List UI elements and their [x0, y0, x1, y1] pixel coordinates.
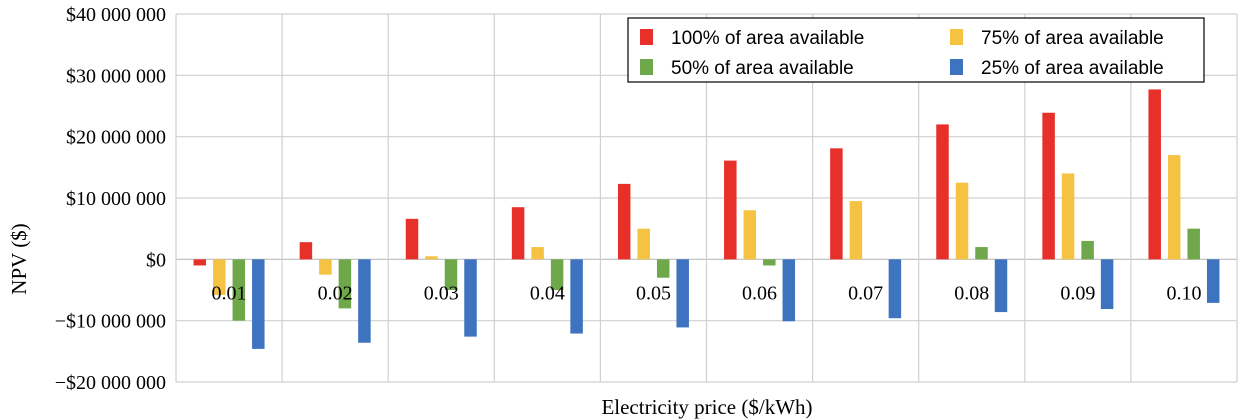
bar-series-0-cat-2 — [405, 218, 419, 260]
bar-series-3-cat-5 — [782, 259, 796, 322]
bar-series-3-cat-6 — [888, 259, 902, 319]
bar-series-0-cat-1 — [299, 242, 313, 260]
bar-series-0-cat-4 — [617, 183, 631, 260]
bar-series-0-cat-8 — [1042, 112, 1055, 260]
bar-series-0-cat-9 — [1148, 89, 1161, 260]
x-tick-label: 0.08 — [954, 282, 989, 304]
bar-series-1-cat-7 — [955, 182, 969, 260]
bar-series-0-cat-7 — [936, 124, 949, 260]
bar-series-3-cat-0 — [252, 259, 265, 349]
x-tick-label: 0.05 — [636, 282, 671, 304]
legend-label-0: 100% of area available — [671, 28, 864, 49]
bar-series-1-cat-1 — [319, 259, 332, 275]
bar-series-1-cat-6 — [849, 201, 863, 260]
y-tick-label: $0 — [146, 249, 166, 271]
gridlines — [175, 13, 1238, 383]
bar-series-0-cat-3 — [511, 207, 525, 260]
x-tick-labels: 0.01 0.02 0.03 0.04 0.05 0.06 0.07 0.08 0.09 0.10 — [212, 282, 1202, 304]
legend: 100% of area available 75% of area availa… — [627, 17, 1205, 83]
bar-series-1-cat-8 — [1061, 173, 1075, 260]
bar-series-2-cat-2 — [444, 259, 458, 290]
bar-series-3-cat-2 — [464, 259, 477, 337]
legend-swatch-3 — [950, 59, 963, 75]
legend-label-2: 50% of area available — [671, 58, 854, 79]
x-tick-label: 0.09 — [1060, 282, 1095, 304]
bar-series-0-cat-5 — [724, 160, 737, 260]
bar-series-2-cat-8 — [1081, 240, 1094, 260]
bar-series-2-cat-0 — [232, 259, 246, 321]
bar-series-2-cat-1 — [338, 259, 352, 309]
bar-series-1-cat-5 — [743, 210, 757, 260]
y-tick-label: −$10 000 000 — [55, 311, 166, 333]
bar-series-1-cat-9 — [1167, 155, 1181, 260]
x-tick-label: 0.10 — [1166, 282, 1201, 304]
bar-series-2-cat-3 — [550, 259, 564, 290]
bar-series-3-cat-9 — [1206, 259, 1220, 303]
x-axis-title: Electricity price ($/kWh) — [601, 395, 812, 419]
bar-series-0-cat-0 — [193, 259, 207, 266]
y-tick-label: −$20 000 000 — [55, 372, 166, 394]
y-tick-label: $10 000 000 — [66, 188, 166, 210]
bar-series-1-cat-3 — [531, 247, 544, 260]
x-tick-label: 0.07 — [848, 282, 883, 304]
bar-series-3-cat-8 — [1100, 259, 1114, 310]
bar-series-3-cat-3 — [570, 259, 583, 334]
x-tick-label: 0.02 — [318, 282, 353, 304]
x-tick-label: 0.06 — [742, 282, 777, 304]
bars — [193, 89, 1220, 349]
bar-series-3-cat-4 — [676, 259, 689, 328]
legend-swatch-1 — [950, 29, 963, 45]
legend-box — [627, 17, 1205, 83]
bar-series-0-cat-6 — [830, 148, 843, 260]
legend-label-1: 75% of area available — [981, 28, 1164, 49]
bar-series-2-cat-9 — [1187, 228, 1200, 260]
y-tick-label: $30 000 000 — [66, 65, 166, 87]
bar-series-3-cat-7 — [994, 259, 1008, 313]
legend-label-3: 25% of area available — [981, 58, 1164, 79]
legend-swatch-2 — [640, 59, 653, 75]
x-tick-label: 0.04 — [530, 282, 565, 304]
legend-swatch-0 — [640, 29, 653, 45]
y-tick-label: $20 000 000 — [66, 127, 166, 149]
x-tick-label: 0.01 — [212, 282, 247, 304]
bar-series-2-cat-5 — [763, 259, 776, 266]
bar-series-1-cat-0 — [213, 259, 226, 295]
bar-series-1-cat-2 — [425, 256, 438, 260]
bar-series-3-cat-1 — [358, 259, 371, 343]
y-axis-title: NPV ($) — [7, 223, 31, 294]
bar-series-1-cat-4 — [637, 228, 650, 260]
y-tick-label: $40 000 000 — [66, 4, 166, 26]
y-tick-labels: $40 000 000 $30 000 000 $20 000 000 $10 000… — [55, 4, 166, 394]
bar-series-2-cat-4 — [656, 259, 670, 278]
x-tick-label: 0.03 — [424, 282, 459, 304]
bar-series-2-cat-7 — [975, 247, 988, 260]
